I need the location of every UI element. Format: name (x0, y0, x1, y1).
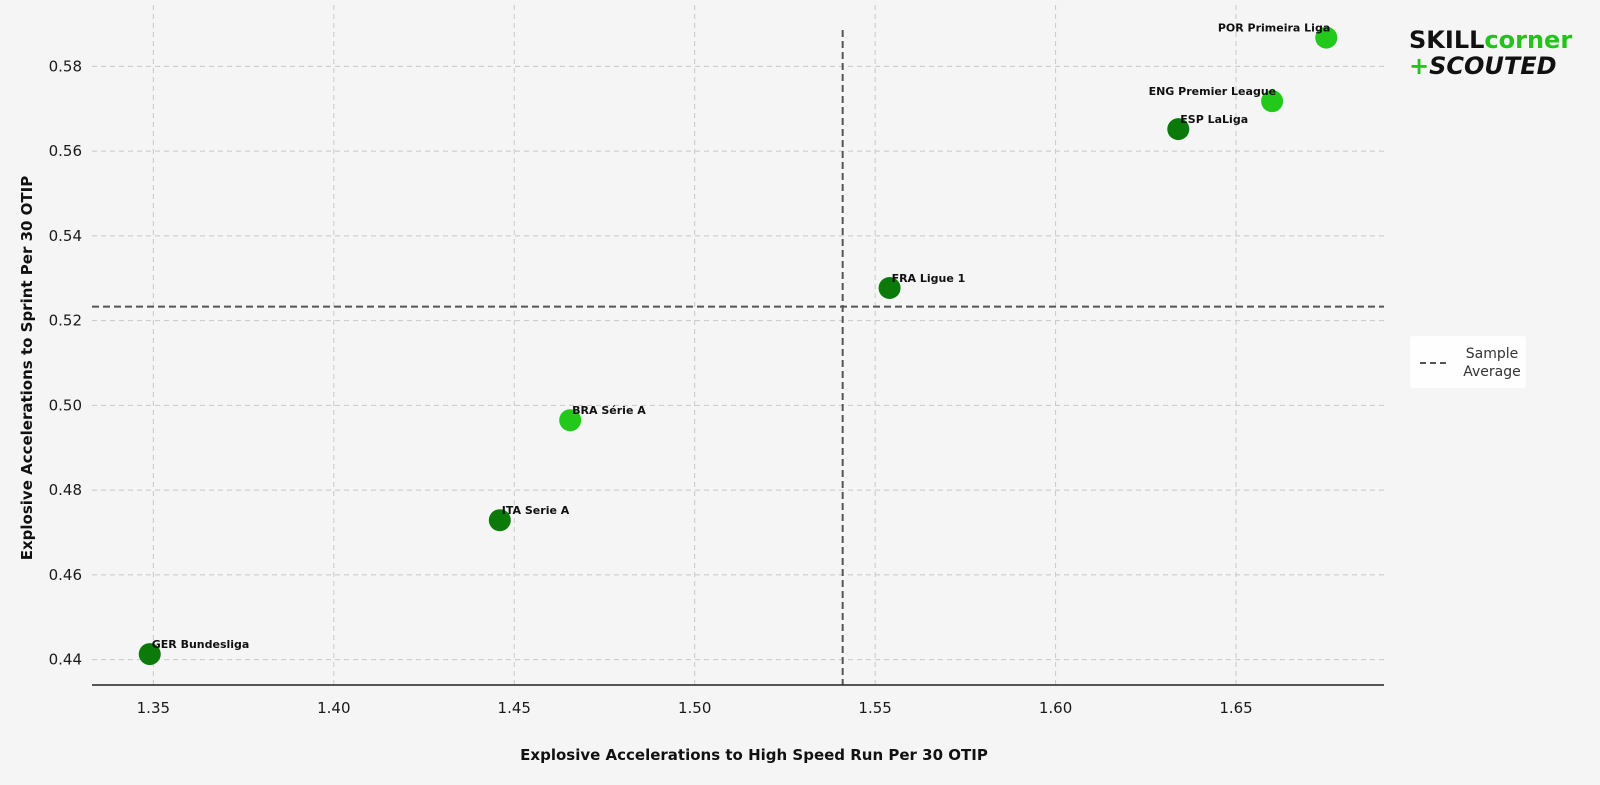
data-point-label: ESP LaLiga (1180, 113, 1248, 126)
legend: Sample Average (1410, 336, 1526, 388)
data-point (138, 643, 161, 666)
logo-skill: SKILL (1409, 26, 1484, 54)
x-tick-label: 1.60 (1039, 699, 1072, 717)
y-tick-label: 0.44 (49, 651, 82, 669)
logo-corner: corner (1484, 26, 1572, 54)
y-tick-label: 0.58 (49, 57, 82, 75)
y-tick-label: 0.54 (49, 227, 82, 245)
point-labels: POR Primeira Liga ENG Premier League ESP L… (152, 22, 1331, 651)
x-tick-label: 1.65 (1219, 699, 1252, 717)
x-tick-label: 1.50 (678, 699, 711, 717)
data-point-label: GER Bundesliga (152, 638, 250, 651)
x-tick-label: 1.45 (498, 699, 531, 717)
data-point (1167, 118, 1190, 141)
average-lines (92, 30, 1384, 685)
data-points (138, 26, 1338, 666)
axes: 1.35 1.40 1.45 1.50 1.55 1.60 1.65 0.44 0.46 0.48… (49, 57, 1384, 717)
data-point-label: ENG Premier League (1149, 85, 1277, 98)
data-point-label: BRA Série A (572, 404, 646, 417)
legend-text-line2: Average (1463, 364, 1521, 380)
logo-line-bottom: +SCOUTED (1409, 52, 1557, 80)
data-point (878, 277, 901, 300)
data-point-label: FRA Ligue 1 (892, 272, 966, 285)
logo-scouted: SCOUTED (1429, 52, 1556, 80)
y-axis-label: Explosive Accelerations to Sprint Per 30… (18, 176, 36, 561)
y-tick-label: 0.48 (49, 481, 82, 499)
x-tick-label: 1.40 (317, 699, 350, 717)
x-tick-label: 1.55 (858, 699, 891, 717)
y-tick-label: 0.52 (49, 312, 82, 330)
x-axis-label: Explosive Accelerations to High Speed Ru… (520, 746, 988, 764)
data-point (488, 509, 511, 532)
y-tick-label: 0.56 (49, 142, 82, 160)
data-point (559, 409, 582, 432)
x-tick-label: 1.35 (137, 699, 170, 717)
logo-line-top: SKILLcorner (1409, 26, 1572, 54)
logo-plus: + (1409, 52, 1429, 80)
legend-text-line1: Sample (1466, 346, 1519, 362)
data-point-label: ITA Serie A (502, 504, 570, 517)
legend-box (1410, 336, 1526, 388)
skillcorner-scouted-logo: SKILLcorner +SCOUTED (1409, 26, 1572, 80)
y-tick-label: 0.46 (49, 566, 82, 584)
data-point-label: POR Primeira Liga (1218, 22, 1330, 35)
data-point (1261, 90, 1284, 113)
y-tick-label: 0.50 (49, 396, 82, 414)
data-point (1315, 26, 1338, 49)
